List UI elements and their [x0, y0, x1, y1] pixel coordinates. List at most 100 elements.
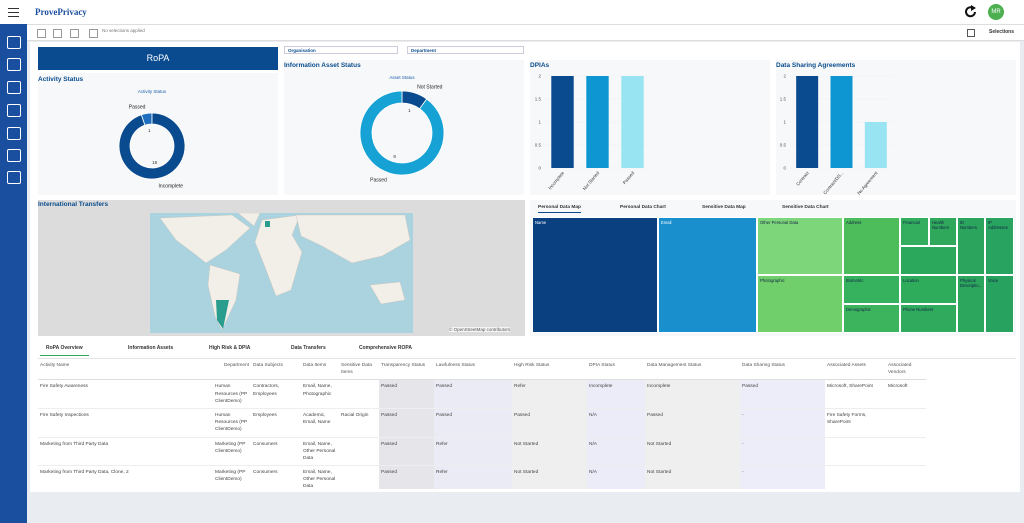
column-header[interactable]: Department — [213, 359, 251, 381]
treemap-cell[interactable]: Biometric — [843, 275, 900, 304]
treemap-cell[interactable]: Health Numbers — [929, 217, 957, 246]
tab[interactable]: Data Transfers — [291, 345, 326, 351]
nav-icon[interactable] — [7, 58, 21, 71]
column-header[interactable]: Transparency Status — [379, 359, 434, 381]
nav-icon[interactable] — [7, 171, 21, 184]
table-row[interactable]: Marketing from Third Party Data, Clone, … — [38, 465, 926, 489]
table-cell: N/A — [587, 437, 645, 467]
table-cell: Consumers — [251, 437, 301, 467]
table-cell: Not Started — [645, 465, 740, 489]
table-cell: - — [740, 408, 825, 438]
table-cell: Refer — [434, 465, 512, 489]
nav-icon[interactable] — [7, 149, 21, 162]
table-cell: Racial Origin — [339, 408, 379, 438]
treemap-cell[interactable]: Voice — [985, 275, 1014, 333]
selections-button[interactable]: Selections — [989, 29, 1015, 35]
avatar[interactable]: MR — [988, 4, 1004, 20]
nav-icon[interactable] — [7, 127, 21, 140]
treemap-cell[interactable]: Other Personal Data — [757, 217, 843, 275]
table-cell: Passed — [434, 408, 512, 438]
table-cell: Passed — [379, 437, 434, 467]
column-header[interactable]: Data Management Status — [645, 359, 740, 381]
column-header[interactable]: Data Items — [301, 359, 339, 381]
tab[interactable]: Sensitive Data Chart — [782, 205, 829, 210]
table-cell: Contractors, Employees — [251, 379, 301, 409]
logo: ProvePrivacy — [35, 7, 87, 17]
filter[interactable]: Department — [407, 46, 524, 54]
table-cell: Passed — [512, 408, 587, 438]
land — [237, 213, 261, 227]
filter[interactable]: Organisation — [284, 46, 398, 54]
tool-icon[interactable] — [70, 29, 79, 38]
chart-title: DPIAs — [530, 62, 550, 69]
treemap-cell[interactable]: Email — [658, 217, 757, 333]
treemap-cell[interactable] — [900, 246, 957, 275]
tab[interactable]: Personal Data Chart — [620, 205, 666, 210]
treemap-cell[interactable]: Address — [843, 217, 900, 275]
table-cell: Passed — [379, 379, 434, 409]
table-cell: N/A — [587, 465, 645, 489]
treemap-cell[interactable]: Phone Numbers — [900, 304, 957, 333]
table-cell: Passed — [434, 379, 512, 409]
menu-button[interactable] — [8, 8, 19, 17]
treemap-cell[interactable]: IP Addresses — [985, 217, 1014, 275]
land — [159, 214, 251, 264]
tool-icon[interactable] — [37, 29, 46, 38]
treemap-cell[interactable]: Financial — [900, 217, 929, 246]
column-header[interactable]: Associated Vendors — [886, 359, 926, 381]
table-cell: Passed — [379, 408, 434, 438]
treemap-cell[interactable]: ID Numbers — [957, 217, 985, 275]
tab[interactable]: Sensitive Data Map — [702, 205, 746, 210]
tool-icon[interactable] — [53, 29, 62, 38]
refresh-button[interactable] — [964, 5, 978, 19]
transfer-country[interactable] — [265, 221, 270, 227]
table-cell: Not Started — [645, 437, 740, 467]
table-cell: Email, Name, Other Personal Data — [301, 465, 339, 489]
table-cell: Not Started — [512, 437, 587, 467]
treemap-cell[interactable]: Physical Descriptio... — [957, 275, 985, 333]
map-attribution: © OpenStreetMap contributors — [449, 327, 511, 332]
nav-icon[interactable] — [7, 81, 21, 94]
nav-icon[interactable] — [7, 104, 21, 117]
treemap-cell[interactable]: Location — [900, 275, 957, 304]
table-cell: Not Started — [512, 465, 587, 489]
table-cell: Marketing from Third Party Data, Clone, … — [38, 465, 213, 489]
transfer-country[interactable] — [216, 300, 229, 329]
table-row[interactable]: Fire Safety Inspections Human Resources (… — [38, 408, 926, 438]
column-header[interactable]: DPIA Status — [587, 359, 645, 381]
map-title: International Transfers — [38, 201, 109, 208]
table-cell: Human Resources (PP ClientDemo) — [213, 379, 251, 409]
table-cell: Marketing (PP ClientDemo) — [213, 437, 251, 467]
treemap-cell[interactable]: Photographic — [757, 275, 843, 333]
tab[interactable]: Comprehensive ROPA — [359, 345, 412, 351]
column-header[interactable]: Data Sharing Status — [740, 359, 825, 381]
column-header[interactable]: Associated Assets — [825, 359, 886, 381]
sidebar — [0, 24, 27, 523]
treemap-cell[interactable]: Demographic — [843, 304, 900, 333]
column-header[interactable]: Data Subjects — [251, 359, 301, 381]
selections-icon[interactable] — [967, 29, 975, 37]
chart-title: Activity Status — [38, 76, 84, 83]
table-cell: Human Resources (PP ClientDemo) — [213, 408, 251, 438]
column-header[interactable]: Activity Name — [38, 359, 213, 381]
table-row[interactable]: Fire Safety Awareness Human Resources (PP… — [38, 379, 926, 409]
column-header[interactable]: Lawfulness Status — [434, 359, 512, 381]
nav-icon[interactable] — [7, 36, 21, 49]
table-cell — [339, 379, 379, 409]
column-header[interactable]: Sensitive Data Items — [339, 359, 379, 381]
card — [38, 73, 278, 195]
tab[interactable]: RoPA Overview — [40, 345, 89, 356]
column-header[interactable]: High Risk Status — [512, 359, 587, 381]
card — [284, 60, 524, 195]
tool-icon[interactable] — [89, 29, 98, 38]
tab[interactable]: Personal Data Map — [538, 205, 581, 213]
treemap-cell[interactable]: Name — [532, 217, 658, 333]
tab[interactable]: Information Assets — [128, 345, 174, 351]
table-cell: Microsoft, SharePoint — [825, 379, 886, 409]
table-cell: Consumers — [251, 465, 301, 489]
table-cell: - — [740, 465, 825, 489]
table-row[interactable]: Marketing from Third Party Data Marketing… — [38, 437, 926, 467]
map[interactable] — [150, 213, 413, 333]
table-cell: Marketing from Third Party Data — [38, 437, 213, 467]
tab[interactable]: High Risk & DPIA — [209, 345, 251, 351]
